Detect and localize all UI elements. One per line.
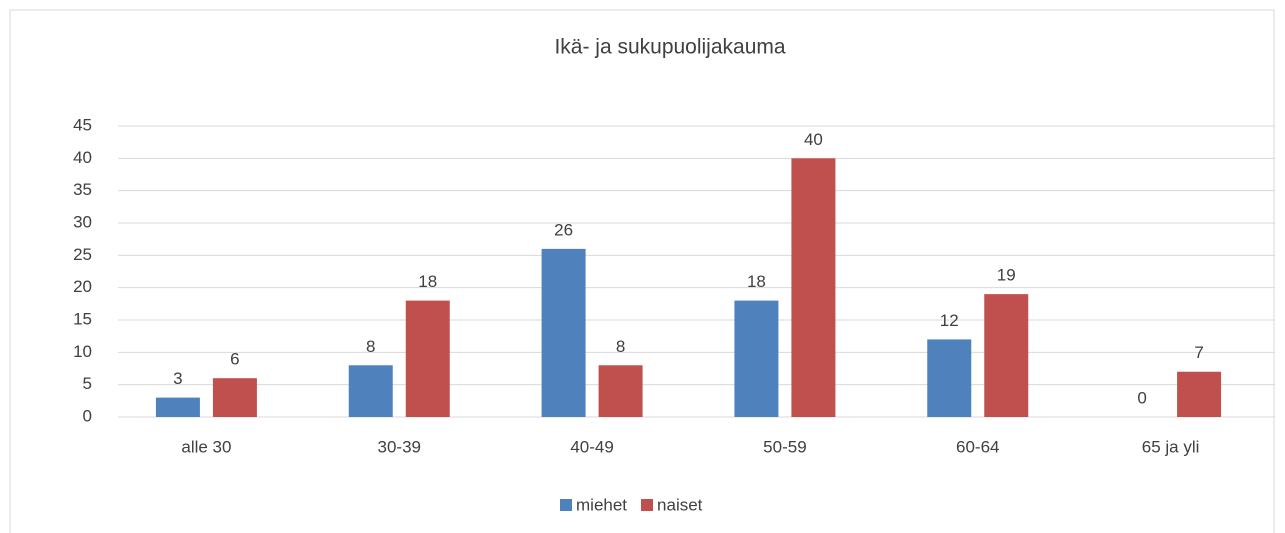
x-tick-label: alle 30 [181,437,231,456]
data-label: 0 [1137,388,1146,407]
chart-border [9,9,1275,533]
bar [734,300,779,417]
bar [155,397,200,417]
data-label: 8 [616,337,625,356]
y-tick-label: 10 [73,342,92,361]
x-tick-label: 65 ja yli [1142,437,1200,456]
legend-label: miehet [576,495,627,514]
bar [212,378,257,417]
data-label: 6 [230,350,239,369]
y-tick-label: 0 [83,406,92,425]
bar [405,300,450,417]
data-label: 3 [173,369,182,388]
x-tick-label: 40-49 [570,437,613,456]
legend-label: naiset [657,495,703,514]
x-tick-label: 60-64 [956,437,999,456]
data-label: 18 [747,272,766,291]
y-tick-label: 30 [73,212,92,231]
data-label: 12 [940,311,959,330]
bar [541,248,586,417]
bar [348,365,393,417]
y-tick-label: 5 [83,374,92,393]
data-label: 8 [366,337,375,356]
y-tick-label: 15 [73,309,92,328]
x-tick-label: 50-59 [763,437,806,456]
legend-swatch [641,499,654,511]
y-tick-label: 35 [73,180,92,199]
data-label: 26 [554,220,573,239]
data-label: 7 [1194,343,1203,362]
legend-swatch [560,499,572,511]
y-tick-label: 20 [73,277,92,296]
y-tick-label: 40 [73,148,92,167]
bar [927,339,972,417]
x-tick-label: 30-39 [378,437,421,456]
y-tick-label: 45 [73,115,92,134]
bar [984,294,1029,417]
data-label: 18 [418,272,437,291]
data-label: 40 [804,130,823,149]
data-label: 19 [997,266,1016,285]
y-tick-label: 25 [73,245,92,264]
bar [1177,371,1222,417]
bar [598,365,643,417]
bar [791,158,836,418]
chart-title: Ikä- ja sukupuolijakauma [554,36,785,59]
